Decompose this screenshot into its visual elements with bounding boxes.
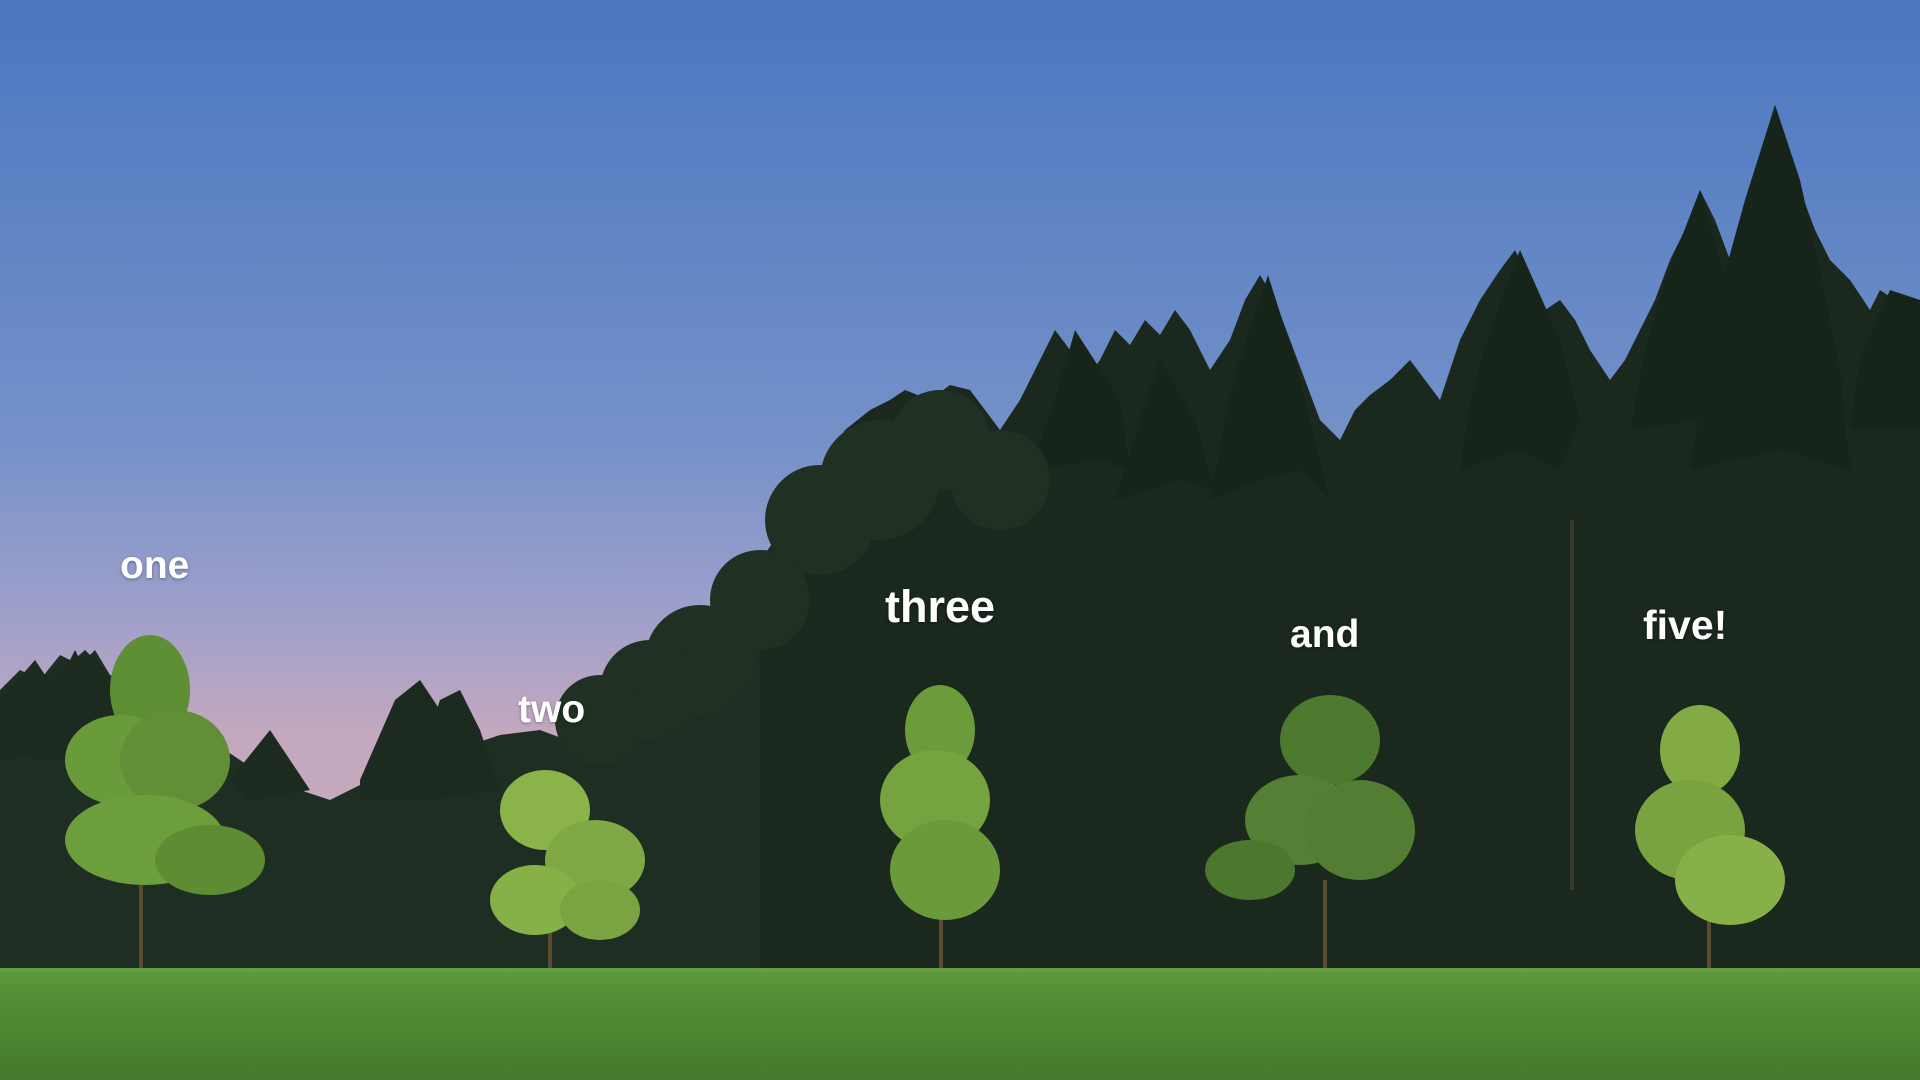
sapling-five	[1635, 705, 1785, 980]
broadleaf-crowns	[555, 390, 1050, 765]
grass-field	[0, 968, 1920, 1080]
tall-spruces	[1030, 105, 1920, 500]
label-and: and	[1290, 613, 1360, 656]
sapling-two	[490, 770, 645, 980]
label-three: three	[885, 581, 996, 632]
sapling-one	[65, 635, 265, 990]
sapling-three	[880, 685, 1000, 980]
main-forest	[760, 105, 1920, 980]
label-one: one	[120, 544, 190, 587]
tall-trunk	[1570, 520, 1574, 890]
sapling-four	[1205, 695, 1415, 980]
label-five: five!	[1643, 602, 1728, 648]
label-two: two	[518, 688, 586, 731]
